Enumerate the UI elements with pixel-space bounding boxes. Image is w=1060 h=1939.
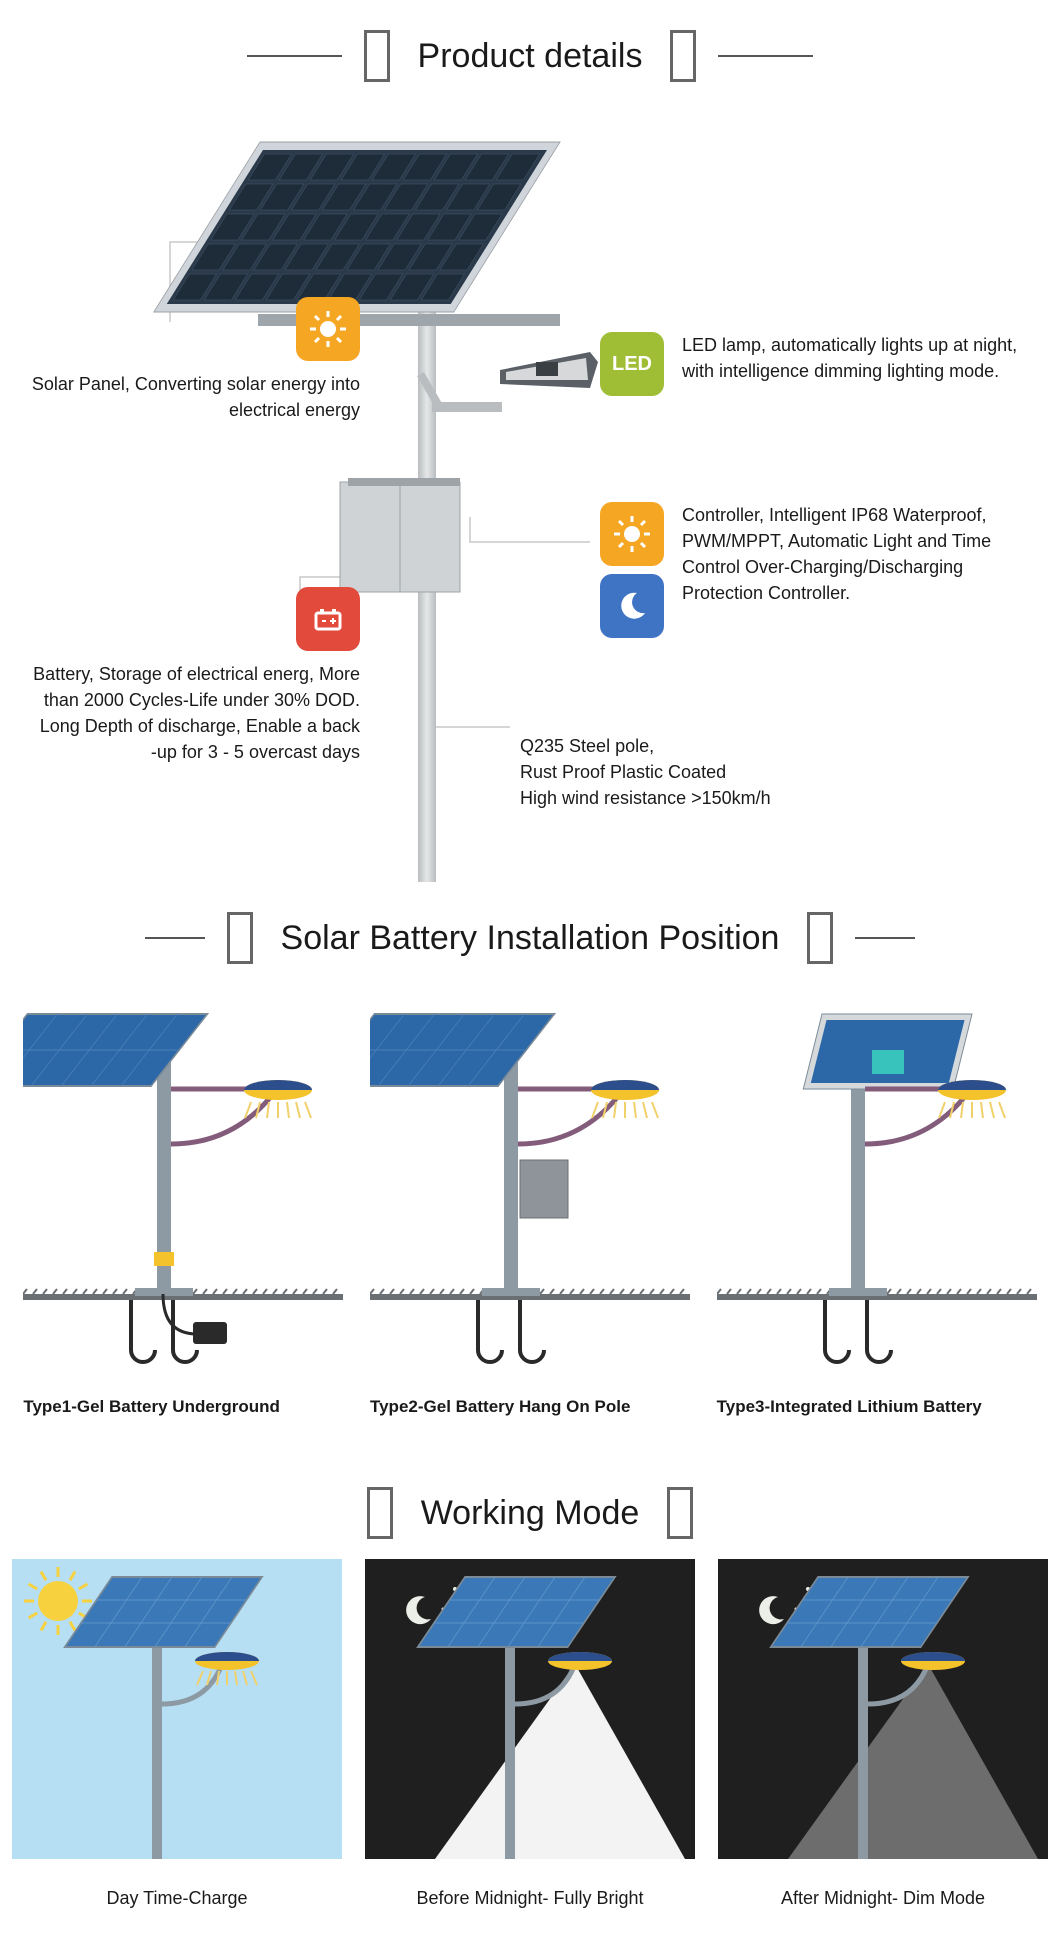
section-title-mode: Working Mode [0,1457,1060,1559]
mode-label: Before Midnight- Fully Bright [365,1888,695,1909]
mode-label: Day Time-Charge [12,1888,342,1909]
callout-controller: Controller, Intelligent IP68 Waterproof,… [600,502,1040,638]
title-text: Working Mode [415,1494,646,1533]
install-type-item: Type3-Integrated Lithium Battery [717,994,1037,1417]
install-type-label: Type2-Gel Battery Hang On Pole [370,1397,690,1417]
battery-text: Battery, Storage of electrical energ, Mo… [30,661,360,765]
mode-item: Day Time-Charge [12,1559,342,1909]
callout-led: LED LED lamp, automatically lights up at… [600,332,1030,396]
mode-label: After Midnight- Dim Mode [718,1888,1048,1909]
mode-item: Before Midnight- Fully Bright [365,1559,695,1909]
sun-icon [296,297,360,361]
install-type-item: Type1-Gel Battery Underground [23,994,343,1417]
install-type-label: Type1-Gel Battery Underground [23,1397,343,1417]
install-types-row: Type1-Gel Battery Underground Type2-Gel B… [0,984,1060,1457]
led-icon: LED [600,332,664,396]
controller-text: Controller, Intelligent IP68 Waterproof,… [682,502,1040,606]
controller-sun-icon [600,502,664,566]
section-title-details: Product details [0,0,1060,102]
callout-solar-panel: Solar Panel, Converting solar energy int… [30,297,360,423]
callout-pole: Q235 Steel pole, Rust Proof Plastic Coat… [520,707,920,837]
controller-moon-icon [600,574,664,638]
solar-panel-text: Solar Panel, Converting solar energy int… [30,371,360,423]
callout-battery: Battery, Storage of electrical energ, Mo… [30,647,360,765]
working-mode-row: Day Time-Charge Before Midnight- Fully Br… [0,1559,1060,1939]
led-text: LED lamp, automatically lights up at nig… [682,332,1030,384]
mode-item: After Midnight- Dim Mode [718,1559,1048,1909]
title-text: Product details [412,37,649,76]
title-text: Solar Battery Installation Position [275,919,786,958]
battery-icon [296,587,360,651]
install-type-item: Type2-Gel Battery Hang On Pole [370,994,690,1417]
pole-text: Q235 Steel pole, Rust Proof Plastic Coat… [520,733,920,811]
product-details-diagram: Solar Panel, Converting solar energy int… [0,102,1060,882]
section-title-install: Solar Battery Installation Position [0,882,1060,984]
install-type-label: Type3-Integrated Lithium Battery [717,1397,1037,1417]
